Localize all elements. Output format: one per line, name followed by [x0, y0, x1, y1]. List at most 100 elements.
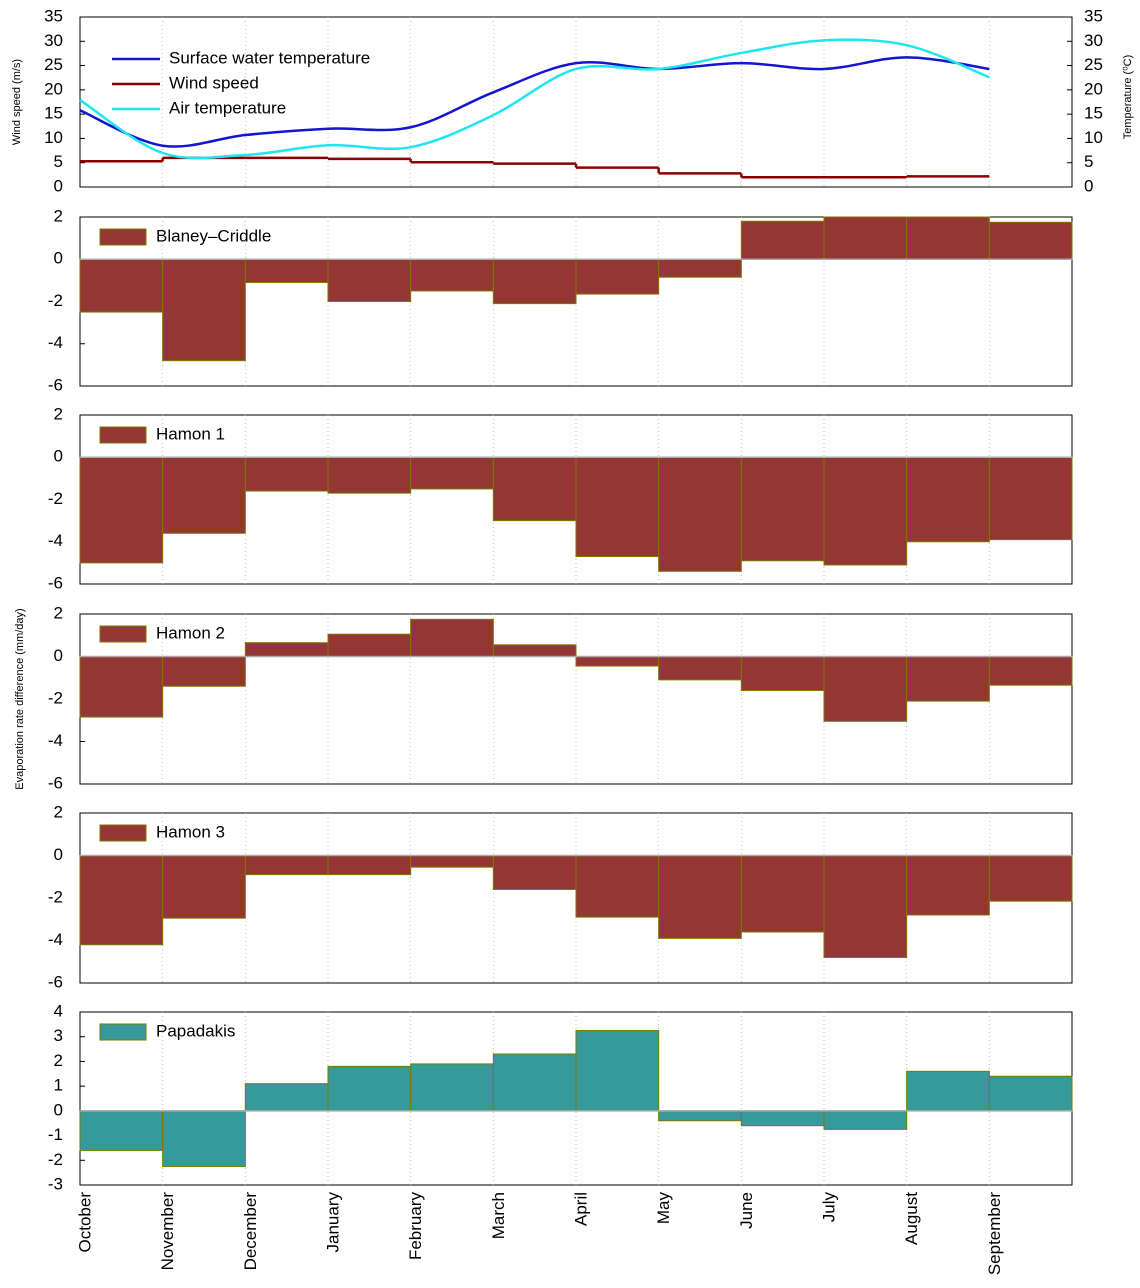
y-tick-label: 10: [44, 128, 63, 147]
bar: [410, 855, 494, 868]
bar: [906, 1070, 990, 1112]
bar: [327, 1065, 412, 1112]
bar: [823, 456, 908, 566]
bar: [410, 258, 494, 292]
bar: [162, 1110, 246, 1167]
bar: [906, 216, 990, 260]
bar: [79, 855, 164, 946]
x-tick-label: July: [819, 1192, 838, 1223]
y-tick-label: 0: [54, 1100, 63, 1119]
bar: [988, 855, 1073, 902]
x-tick-label: June: [737, 1192, 756, 1229]
bar: [906, 855, 990, 916]
bar: [244, 258, 329, 283]
x-tick-label: September: [985, 1192, 1004, 1275]
bar: [740, 855, 825, 933]
bar: [244, 642, 329, 657]
legend-label: Hamon 2: [156, 623, 225, 642]
y-tick-label: 15: [44, 104, 63, 123]
bar: [79, 1110, 164, 1151]
bar: [988, 221, 1073, 260]
bar: [492, 456, 577, 522]
y-tick-label: -4: [48, 333, 63, 352]
y-tick-label: 0: [54, 845, 63, 864]
legend-swatch: [99, 1023, 147, 1041]
y-tick-label: 3: [54, 1026, 63, 1045]
bar: [79, 456, 164, 564]
y2-tick-label: 10: [1084, 128, 1103, 147]
y-tick-label: 25: [44, 55, 63, 74]
bar: [740, 1110, 825, 1127]
y-tick-label: -1: [48, 1125, 63, 1144]
bar: [988, 656, 1073, 686]
y-tick-label: -2: [48, 291, 63, 310]
legend-swatch: [99, 228, 147, 246]
legend-swatch: [99, 625, 147, 643]
legend-label: Papadakis: [156, 1021, 235, 1040]
y-axis-label: Evaporation rate difference (mm/day): [14, 608, 26, 789]
line-series: [79, 56, 990, 148]
y-tick-label: 0: [54, 646, 63, 665]
bar: [988, 456, 1073, 541]
y-tick-label: 2: [54, 206, 63, 225]
bar: [79, 258, 164, 313]
y-tick-label: -4: [48, 531, 63, 550]
y-tick-label: 2: [54, 404, 63, 423]
y-tick-label: -6: [48, 972, 63, 991]
bar: [327, 456, 412, 494]
y2-tick-label: 20: [1084, 79, 1103, 98]
bar: [244, 855, 329, 876]
y2-tick-label: 30: [1084, 31, 1103, 50]
bar: [823, 1110, 908, 1130]
x-tick-label: March: [489, 1192, 508, 1239]
y-tick-label: 0: [54, 249, 63, 268]
bar: [658, 855, 742, 939]
bar: [906, 656, 990, 702]
bar: [492, 855, 577, 890]
y-tick-label: 30: [44, 31, 63, 50]
legend-swatch: [99, 426, 147, 444]
legend-label: Surface water temperature: [169, 48, 370, 67]
bar: [740, 456, 825, 562]
bar: [988, 1075, 1073, 1112]
x-tick-label: October: [75, 1192, 94, 1253]
y-tick-label: -6: [48, 375, 63, 394]
bar: [410, 456, 494, 490]
y-tick-label: -3: [48, 1174, 63, 1193]
y-axis-label: Wind speed (m/s): [11, 59, 23, 145]
y-tick-label: 1: [54, 1076, 63, 1095]
y-tick-label: -6: [48, 773, 63, 792]
x-tick-label: December: [241, 1192, 260, 1271]
bar: [823, 656, 908, 722]
y2-tick-label: 0: [1084, 176, 1093, 195]
bar: [492, 1053, 577, 1112]
y-tick-label: 2: [54, 802, 63, 821]
y-tick-label: 0: [54, 176, 63, 195]
x-tick-label: January: [323, 1192, 342, 1253]
y-tick-label: -2: [48, 1150, 63, 1169]
y-tick-label: -2: [48, 688, 63, 707]
y2-tick-label: 15: [1084, 104, 1103, 123]
legend-label: Wind speed: [169, 73, 259, 92]
legend-label: Air temperature: [169, 98, 286, 117]
y-tick-label: -6: [48, 573, 63, 592]
bar: [162, 456, 246, 534]
y2-tick-label: 35: [1084, 6, 1103, 25]
bar: [410, 1063, 494, 1112]
bar: [162, 855, 246, 919]
bar: [327, 633, 412, 657]
y2-tick-label: 5: [1084, 152, 1093, 171]
bar: [410, 618, 494, 657]
bar: [575, 1030, 660, 1112]
bar: [575, 656, 660, 667]
legend-label: Hamon 3: [156, 822, 225, 841]
bar: [162, 258, 246, 362]
y-tick-label: 2: [54, 1051, 63, 1070]
bar: [575, 855, 660, 918]
legend-swatch: [99, 824, 147, 842]
legend-label: Hamon 1: [156, 424, 225, 443]
bar: [244, 1083, 329, 1112]
y-tick-label: 0: [54, 447, 63, 466]
bar: [162, 656, 246, 687]
bar: [244, 456, 329, 492]
